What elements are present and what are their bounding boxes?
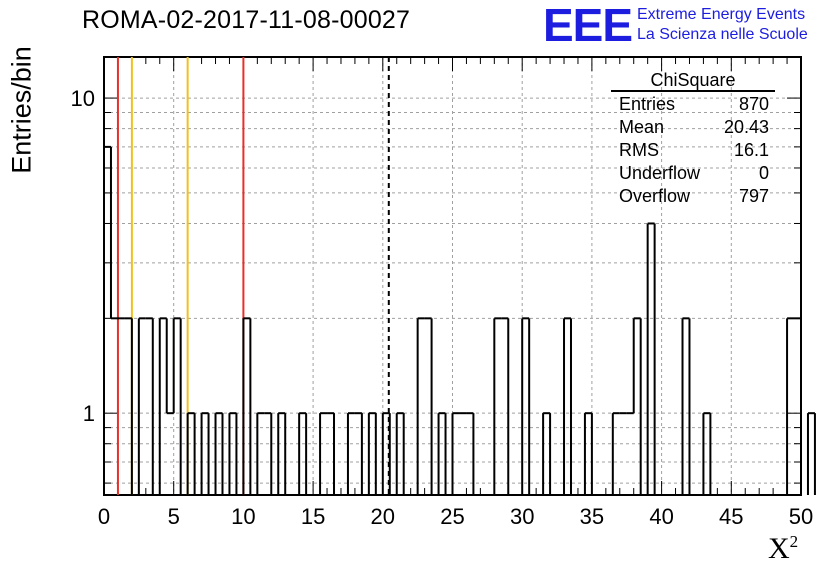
stats-label-mean: Mean xyxy=(619,117,664,137)
x-tick-label: 45 xyxy=(719,504,743,529)
stats-value-mean: 20.43 xyxy=(724,117,769,137)
logo-line-1: Extreme Energy Events xyxy=(637,6,806,23)
x-tick-label: 50 xyxy=(789,504,813,529)
histogram-bins xyxy=(103,145,816,495)
stats-value-overflow: 797 xyxy=(739,186,769,206)
x-axis-label: X2 xyxy=(768,532,798,566)
y-tick-label: 1 xyxy=(83,401,95,426)
stats-title: ChiSquare xyxy=(650,70,735,90)
stats-value-underflow: 0 xyxy=(759,163,769,183)
stats-box: ChiSquare Entries 870 Mean 20.43 RMS 16.… xyxy=(611,70,775,206)
x-axis-label-superscript: 2 xyxy=(789,532,799,551)
logo-mark: EEE xyxy=(543,0,633,51)
stats-value-entries: 870 xyxy=(739,94,769,114)
x-tick-label: 5 xyxy=(168,504,180,529)
x-tick-label: 10 xyxy=(231,504,255,529)
stats-value-rms: 16.1 xyxy=(734,140,769,160)
chart-title: ROMA-02-2017-11-08-00027 xyxy=(82,6,411,34)
stats-label-underflow: Underflow xyxy=(619,163,701,183)
x-tick-label: 0 xyxy=(98,504,110,529)
stats-label-entries: Entries xyxy=(619,94,675,114)
x-tick-label: 30 xyxy=(510,504,534,529)
stats-label-overflow: Overflow xyxy=(619,186,691,206)
tick-labels: 0 5 10 15 20 25 30 35 40 45 50 1 10 xyxy=(71,86,814,529)
x-tick-label: 35 xyxy=(580,504,604,529)
y-tick-label: 10 xyxy=(71,86,95,111)
x-tick-label: 25 xyxy=(440,504,464,529)
logo-line-2: La Scienza nelle Scuole xyxy=(637,26,808,43)
x-tick-label: 15 xyxy=(301,504,325,529)
x-tick-label: 40 xyxy=(649,504,673,529)
eee-logo: EEE Extreme Energy Events La Scienza nel… xyxy=(543,0,833,50)
x-tick-label: 20 xyxy=(371,504,395,529)
x-axis-label-text: X xyxy=(768,532,790,565)
stats-label-rms: RMS xyxy=(619,140,659,160)
